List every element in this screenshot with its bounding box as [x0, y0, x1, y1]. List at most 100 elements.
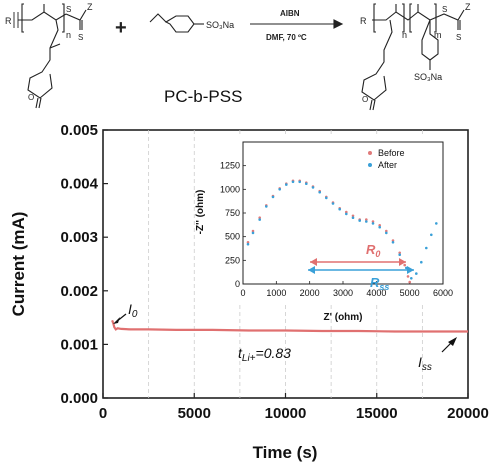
svg-text:Rss: Rss: [370, 275, 389, 292]
legend-label-after: After: [378, 160, 397, 170]
inset-point-before: [345, 210, 348, 214]
r0-label: R: [366, 242, 376, 257]
rss-label: R: [370, 275, 380, 290]
inset-point-after: [246, 242, 250, 246]
reagent-aibn: AIBN: [280, 9, 300, 18]
main-x-tick-label: 0: [99, 405, 107, 422]
o-label-right: O: [362, 95, 368, 104]
reagent-conditions: DMF, 70 ºC: [266, 33, 307, 42]
r-label-right: R: [360, 16, 367, 26]
z-label-right: Z: [465, 2, 471, 12]
main-y-ticks: 0.000 0.001 0.002 0.003 0.004 0.005: [60, 122, 108, 407]
inset-background: [238, 136, 448, 302]
s-label-left-2: S: [78, 33, 83, 42]
inset-point-after: [265, 205, 268, 208]
inset-series-after: [246, 180, 438, 280]
plus-sign: +: [115, 17, 127, 39]
main-y-tick-label: 0.000: [60, 390, 98, 407]
inset-point-before: [403, 263, 407, 267]
inset-x-tick-label: 1000: [266, 288, 286, 298]
r0-annotation: R0: [310, 242, 406, 266]
inset-point-after: [311, 186, 315, 189]
main-y-tick-label: 0.003: [60, 229, 98, 246]
s-label-left: S: [66, 5, 71, 14]
inset-point-after: [391, 241, 395, 244]
main-x-tick-label: 10000: [265, 405, 307, 422]
inset-y-tick-label: 250: [225, 255, 240, 265]
inset-legend: Before After: [368, 148, 405, 170]
inset-x-tick-label: 4000: [366, 288, 386, 298]
m-label-right: m: [434, 30, 442, 40]
s-label-right: S: [442, 5, 447, 14]
inset-point-after: [305, 182, 308, 185]
r0-sub: 0: [375, 249, 380, 259]
main-y-tick-label: 0.005: [60, 122, 98, 139]
inset-y-ticks: 0 250 500 750 1000 1250: [220, 161, 246, 289]
legend-marker-after: [368, 163, 372, 167]
o-label-left: O: [28, 93, 34, 102]
tli-value: =0.83: [256, 345, 292, 361]
main-y-tick-label: 0.002: [60, 283, 98, 300]
tli-sub: Li+: [242, 353, 256, 364]
svg-text:Iss: Iss: [418, 354, 432, 373]
inset-point-after: [405, 266, 408, 270]
inset-point-before: [351, 214, 355, 218]
i0-label: I: [128, 301, 132, 317]
inset-point-before: [246, 241, 250, 244]
inset-x-tick-label: 2000: [300, 288, 320, 298]
inset-point-after: [298, 180, 302, 184]
main-x-ticks: 0 5000 10000 15000 20000: [99, 393, 489, 422]
inset-point-after: [365, 220, 368, 223]
inset-x-tick-label: 0: [240, 288, 245, 298]
i0-sub: 0: [132, 309, 138, 320]
product-name: PC-b-PSS: [164, 87, 242, 106]
inset-point-before: [365, 218, 368, 221]
inset-point-after: [325, 196, 328, 200]
inset-point-after: [415, 272, 418, 275]
inset-point-before: [406, 275, 410, 278]
inset-point-before: [371, 220, 375, 223]
inset-point-after: [251, 231, 255, 235]
inset-point-after: [258, 218, 262, 221]
inset-point-after: [331, 202, 335, 205]
iss-sub: ss: [422, 362, 432, 373]
inset-point-after: [278, 188, 282, 191]
inset-point-before: [408, 280, 412, 284]
r-label-left: R: [5, 16, 12, 26]
inset-point-after: [358, 219, 362, 222]
inset-point-after: [291, 180, 295, 184]
iss-label: I: [418, 354, 422, 370]
inset-x-ticks: 0 1000 2000 3000 4000 5000 6000: [240, 281, 453, 298]
iss-annotation: Iss: [418, 337, 457, 373]
z-label-left: Z: [87, 2, 93, 12]
inset-point-after: [345, 212, 348, 216]
inset-point-before: [391, 239, 395, 242]
svg-text:R0: R0: [366, 242, 380, 259]
inset-point-after: [338, 207, 342, 211]
inset-y-tick-label: 0: [235, 279, 240, 289]
inset-x-tick-label: 3000: [333, 288, 353, 298]
reaction-scheme: R S Z S n O + SO₃Na AIBN DMF, 70 ºC R n …: [5, 2, 471, 111]
inset-y-tick-label: 500: [225, 232, 240, 242]
main-x-axis-label: Time (s): [253, 443, 318, 462]
inset-point-after: [351, 216, 355, 219]
inset-y-tick-label: 750: [225, 208, 240, 218]
inset-x-tick-label: 6000: [433, 288, 453, 298]
rss-sub: ss: [379, 282, 389, 292]
inset-y-tick-label: 1250: [220, 161, 240, 171]
s-label-right-2: S: [456, 33, 461, 42]
inset-point-before: [378, 224, 382, 227]
inset-point-after: [430, 233, 433, 237]
inset-point-after: [385, 231, 388, 235]
monomer-so3na: SO₃Na: [206, 20, 234, 30]
transference-number: tLi+=0.83: [238, 345, 291, 364]
main-x-tick-label: 20000: [447, 405, 489, 422]
main-y-tick-label: 0.004: [60, 176, 98, 193]
main-x-tick-label: 5000: [178, 405, 211, 422]
main-y-tick-label: 0.001: [60, 336, 98, 353]
inset-point-before: [385, 229, 388, 233]
svg-text:I0: I0: [128, 301, 138, 320]
tli-label: t: [238, 345, 243, 361]
inset-point-after: [285, 183, 288, 186]
